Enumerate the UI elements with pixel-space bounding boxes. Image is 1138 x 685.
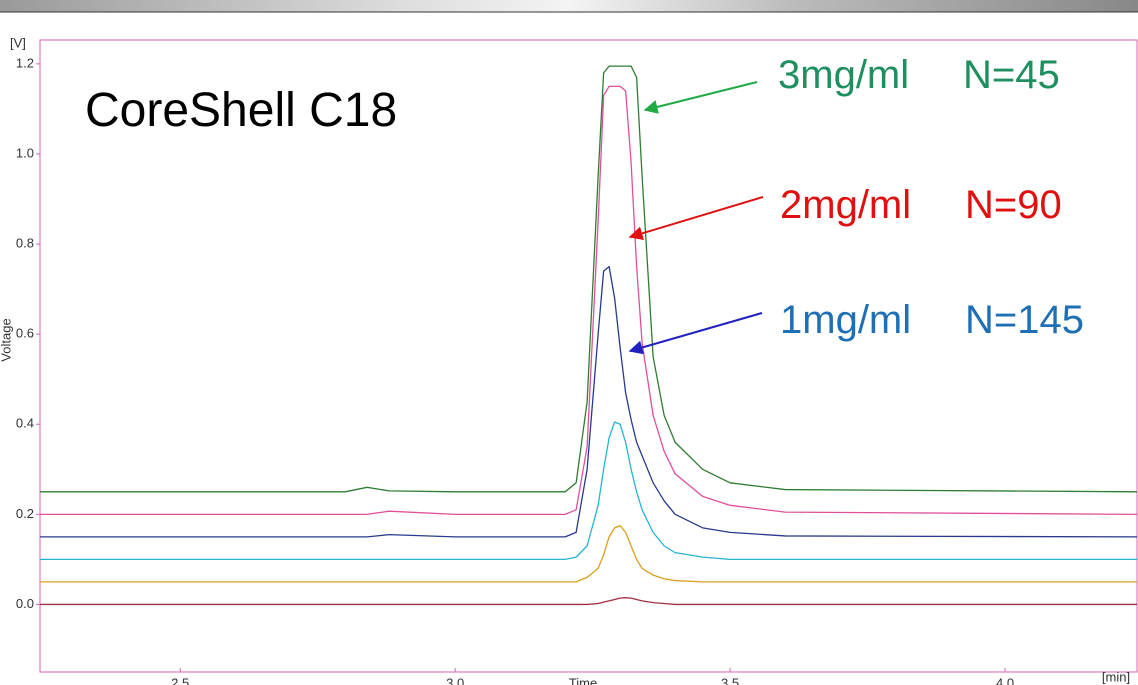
y-tick-label: 0.0 <box>16 596 34 611</box>
x-tick-label: 3.0 <box>446 675 464 685</box>
plot <box>40 65 1138 606</box>
y-axis-label: Voltage <box>0 318 13 361</box>
series-line <box>40 597 1137 606</box>
arrow <box>628 312 763 355</box>
series-line <box>40 524 1137 583</box>
header-band <box>0 0 1138 12</box>
y-tick-label: 1.0 <box>16 145 34 160</box>
annotation: 3mg/ml <box>778 53 909 97</box>
annotation: N=145 <box>965 298 1084 342</box>
arrow <box>628 196 764 241</box>
annotation: 1mg/ml <box>780 298 911 342</box>
series-line <box>40 85 1138 515</box>
y-tick-label: 0.6 <box>16 326 34 341</box>
arrow <box>643 81 758 114</box>
annotation: N=45 <box>963 53 1060 97</box>
annotation: N=90 <box>965 183 1062 227</box>
y-tick-label: 0.4 <box>16 416 34 431</box>
annotation: 2mg/ml <box>780 183 911 227</box>
plot-frame <box>39 39 1138 673</box>
x-tick-label: 4.0 <box>996 675 1014 685</box>
y-tick-label: 0.2 <box>16 506 34 521</box>
y-unit: [V] <box>10 35 26 50</box>
y-tick-label: 1.2 <box>16 55 34 70</box>
x-unit: [min] <box>1102 669 1130 684</box>
y-tick-label: 0.8 <box>16 235 34 250</box>
series-line <box>40 265 1138 538</box>
x-axis-label: Time <box>569 675 597 685</box>
series-line <box>40 421 1137 561</box>
chart-title: CoreShell C18 <box>85 84 397 137</box>
x-tick-label: 2.5 <box>171 675 189 685</box>
x-tick-label: 3.5 <box>721 675 739 685</box>
series-line <box>40 65 1138 493</box>
